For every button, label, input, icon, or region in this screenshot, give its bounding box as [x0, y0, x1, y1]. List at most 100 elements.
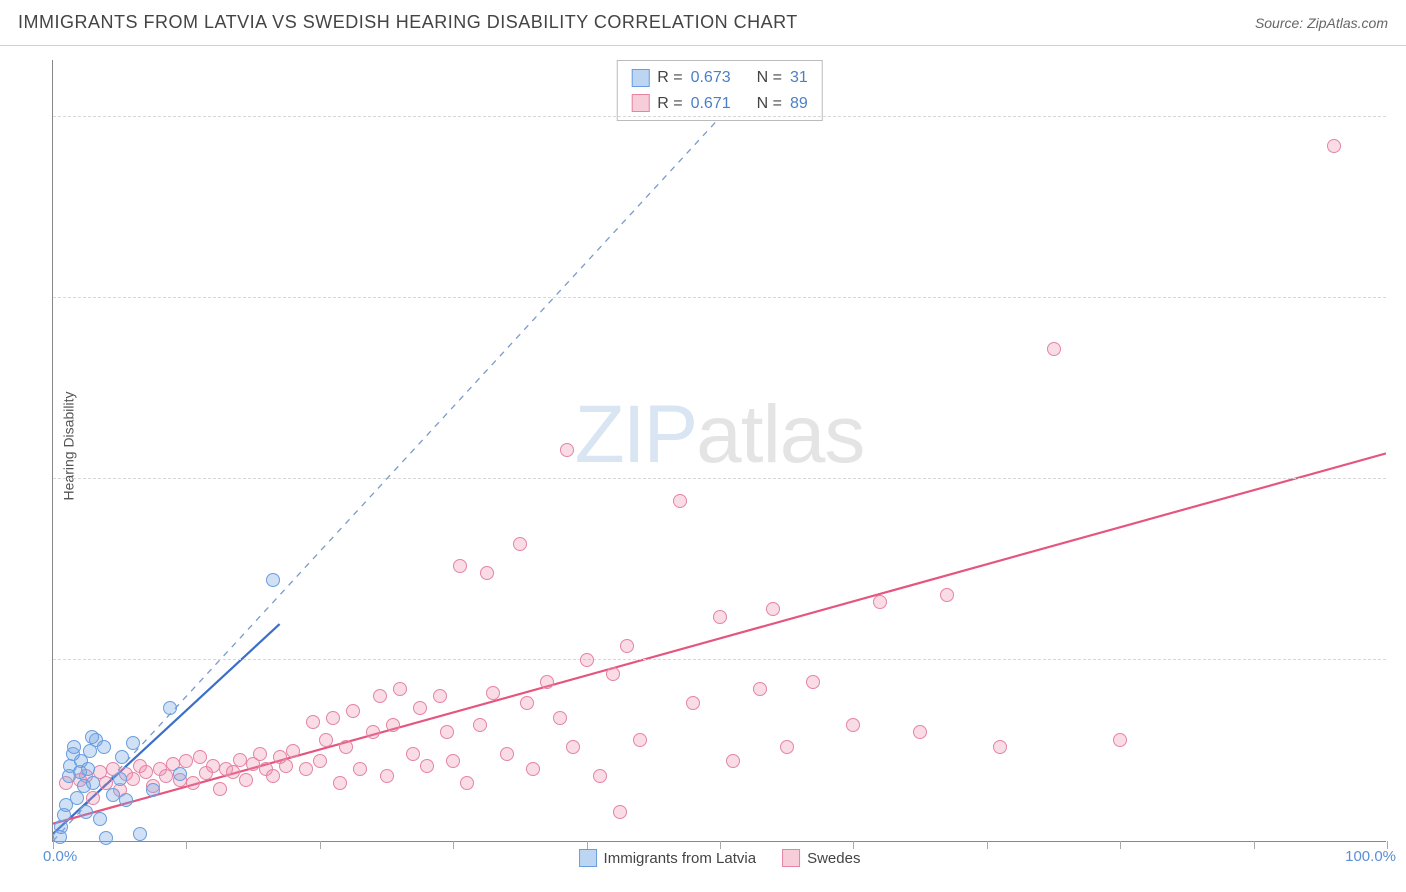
x-tick	[1387, 841, 1388, 849]
data-point	[113, 772, 127, 786]
x-tick	[720, 841, 721, 849]
data-point	[753, 682, 767, 696]
data-point	[460, 776, 474, 790]
data-point	[433, 689, 447, 703]
x-tick	[186, 841, 187, 849]
data-point	[540, 675, 554, 689]
data-point	[420, 759, 434, 773]
data-point	[1327, 139, 1341, 153]
stats-row-latvia: R = 0.673 N = 31	[631, 65, 808, 91]
data-point	[846, 718, 860, 732]
n-label: N =	[757, 91, 782, 117]
data-point	[593, 769, 607, 783]
data-point	[380, 769, 394, 783]
data-point	[526, 762, 540, 776]
data-point	[406, 747, 420, 761]
n-value-swedes: 89	[790, 91, 808, 117]
data-point	[306, 715, 320, 729]
data-point	[253, 747, 267, 761]
data-point	[299, 762, 313, 776]
x-tick	[1120, 841, 1121, 849]
data-point	[133, 827, 147, 841]
data-point	[173, 767, 187, 781]
x-tick	[853, 841, 854, 849]
r-value-swedes: 0.671	[691, 91, 731, 117]
data-point	[453, 559, 467, 573]
swatch-latvia-icon	[579, 849, 597, 867]
data-point	[213, 782, 227, 796]
stats-row-swedes: R = 0.671 N = 89	[631, 91, 808, 117]
swatch-swedes-icon	[782, 849, 800, 867]
data-point	[86, 776, 100, 790]
stats-legend-box: R = 0.673 N = 31 R = 0.671 N = 89	[616, 60, 823, 121]
data-point	[513, 537, 527, 551]
x-axis-max-label: 100.0%	[1345, 848, 1396, 865]
data-point	[446, 754, 460, 768]
data-point	[806, 675, 820, 689]
trend-lines-layer	[53, 60, 1386, 841]
data-point	[119, 793, 133, 807]
data-point	[186, 776, 200, 790]
x-tick	[987, 841, 988, 849]
data-point	[179, 754, 193, 768]
data-point	[146, 783, 160, 797]
data-point	[913, 725, 927, 739]
x-axis-min-label: 0.0%	[43, 848, 77, 865]
data-point	[766, 602, 780, 616]
data-point	[480, 566, 494, 580]
data-point	[353, 762, 367, 776]
data-point	[993, 740, 1007, 754]
data-point	[500, 747, 514, 761]
data-point	[606, 667, 620, 681]
n-label: N =	[757, 65, 782, 91]
data-point	[613, 805, 627, 819]
y-tick-label: 37.5%	[1392, 289, 1406, 306]
data-point	[97, 740, 111, 754]
data-point	[386, 718, 400, 732]
legend-bottom: Immigrants from Latvia Swedes	[579, 849, 861, 867]
y-tick-label: 12.5%	[1392, 651, 1406, 668]
data-point	[313, 754, 327, 768]
x-tick	[587, 841, 588, 849]
plot-region: ZIPatlas R = 0.673 N = 31 R = 0.671 N = …	[52, 60, 1386, 842]
data-point	[163, 701, 177, 715]
r-label: R =	[657, 65, 682, 91]
data-point	[873, 595, 887, 609]
x-tick	[53, 841, 54, 849]
data-point	[633, 733, 647, 747]
data-point	[566, 740, 580, 754]
data-point	[286, 744, 300, 758]
data-point	[79, 805, 93, 819]
data-point	[85, 730, 99, 744]
x-tick	[1254, 841, 1255, 849]
data-point	[1047, 342, 1061, 356]
data-point	[560, 443, 574, 457]
watermark: ZIPatlas	[575, 388, 865, 482]
data-point	[413, 701, 427, 715]
x-tick	[453, 841, 454, 849]
y-tick-label: 25.0%	[1392, 470, 1406, 487]
watermark-zip: ZIP	[575, 389, 697, 480]
data-point	[81, 762, 95, 776]
data-point	[440, 725, 454, 739]
data-point	[373, 689, 387, 703]
data-point	[726, 754, 740, 768]
data-point	[193, 750, 207, 764]
data-point	[940, 588, 954, 602]
data-point	[553, 711, 567, 725]
data-point	[99, 831, 113, 845]
data-point	[266, 769, 280, 783]
x-tick	[320, 841, 321, 849]
data-point	[93, 812, 107, 826]
data-point	[346, 704, 360, 718]
data-point	[780, 740, 794, 754]
legend-item-swedes: Swedes	[782, 849, 860, 867]
data-point	[126, 736, 140, 750]
data-point	[126, 772, 140, 786]
data-point	[139, 765, 153, 779]
data-point	[473, 718, 487, 732]
r-value-latvia: 0.673	[691, 65, 731, 91]
y-tick-label: 50.0%	[1392, 108, 1406, 125]
data-point	[326, 711, 340, 725]
data-point	[206, 759, 220, 773]
